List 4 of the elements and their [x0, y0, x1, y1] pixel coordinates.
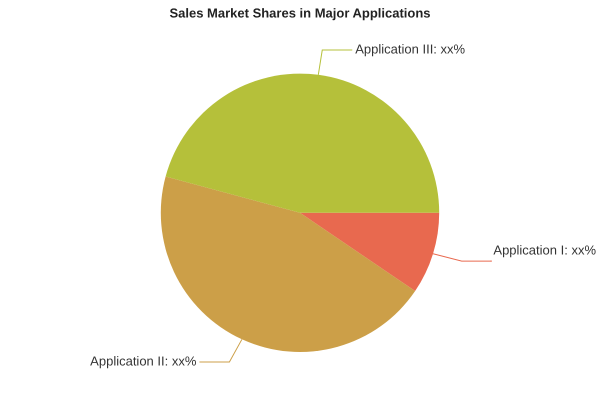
chart-title: Sales Market Shares in Major Applications [169, 5, 431, 20]
slice-label: Application I: xx% [493, 242, 596, 258]
slice-label: Application II: xx% [90, 354, 197, 369]
slice-label: Application III: xx% [355, 42, 466, 57]
